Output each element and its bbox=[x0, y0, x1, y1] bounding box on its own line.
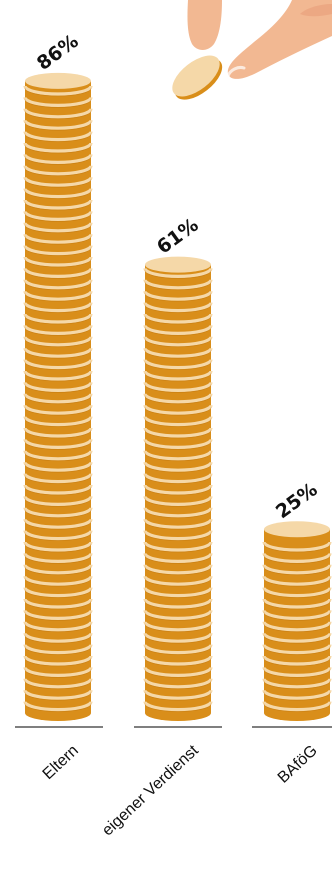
falling-coin-icon bbox=[172, 55, 223, 100]
bar-coin-stack bbox=[23, 72, 93, 721]
category-label: BAföG bbox=[275, 742, 321, 787]
hand-holding-coin-icon bbox=[187, 0, 332, 79]
data-label: 86% bbox=[33, 30, 83, 75]
fingernail bbox=[226, 66, 246, 78]
data-label: 61% bbox=[153, 214, 203, 259]
finger-shadow bbox=[300, 4, 332, 17]
category-label: Eltern bbox=[40, 742, 82, 783]
bar-coin-stack bbox=[262, 521, 332, 721]
index-finger-shape bbox=[227, 0, 332, 79]
data-label: 25% bbox=[272, 479, 322, 524]
thumb-shape bbox=[187, 0, 222, 50]
category-label: eigener Verdienst bbox=[99, 742, 202, 840]
bar-coin-stack bbox=[143, 256, 213, 721]
